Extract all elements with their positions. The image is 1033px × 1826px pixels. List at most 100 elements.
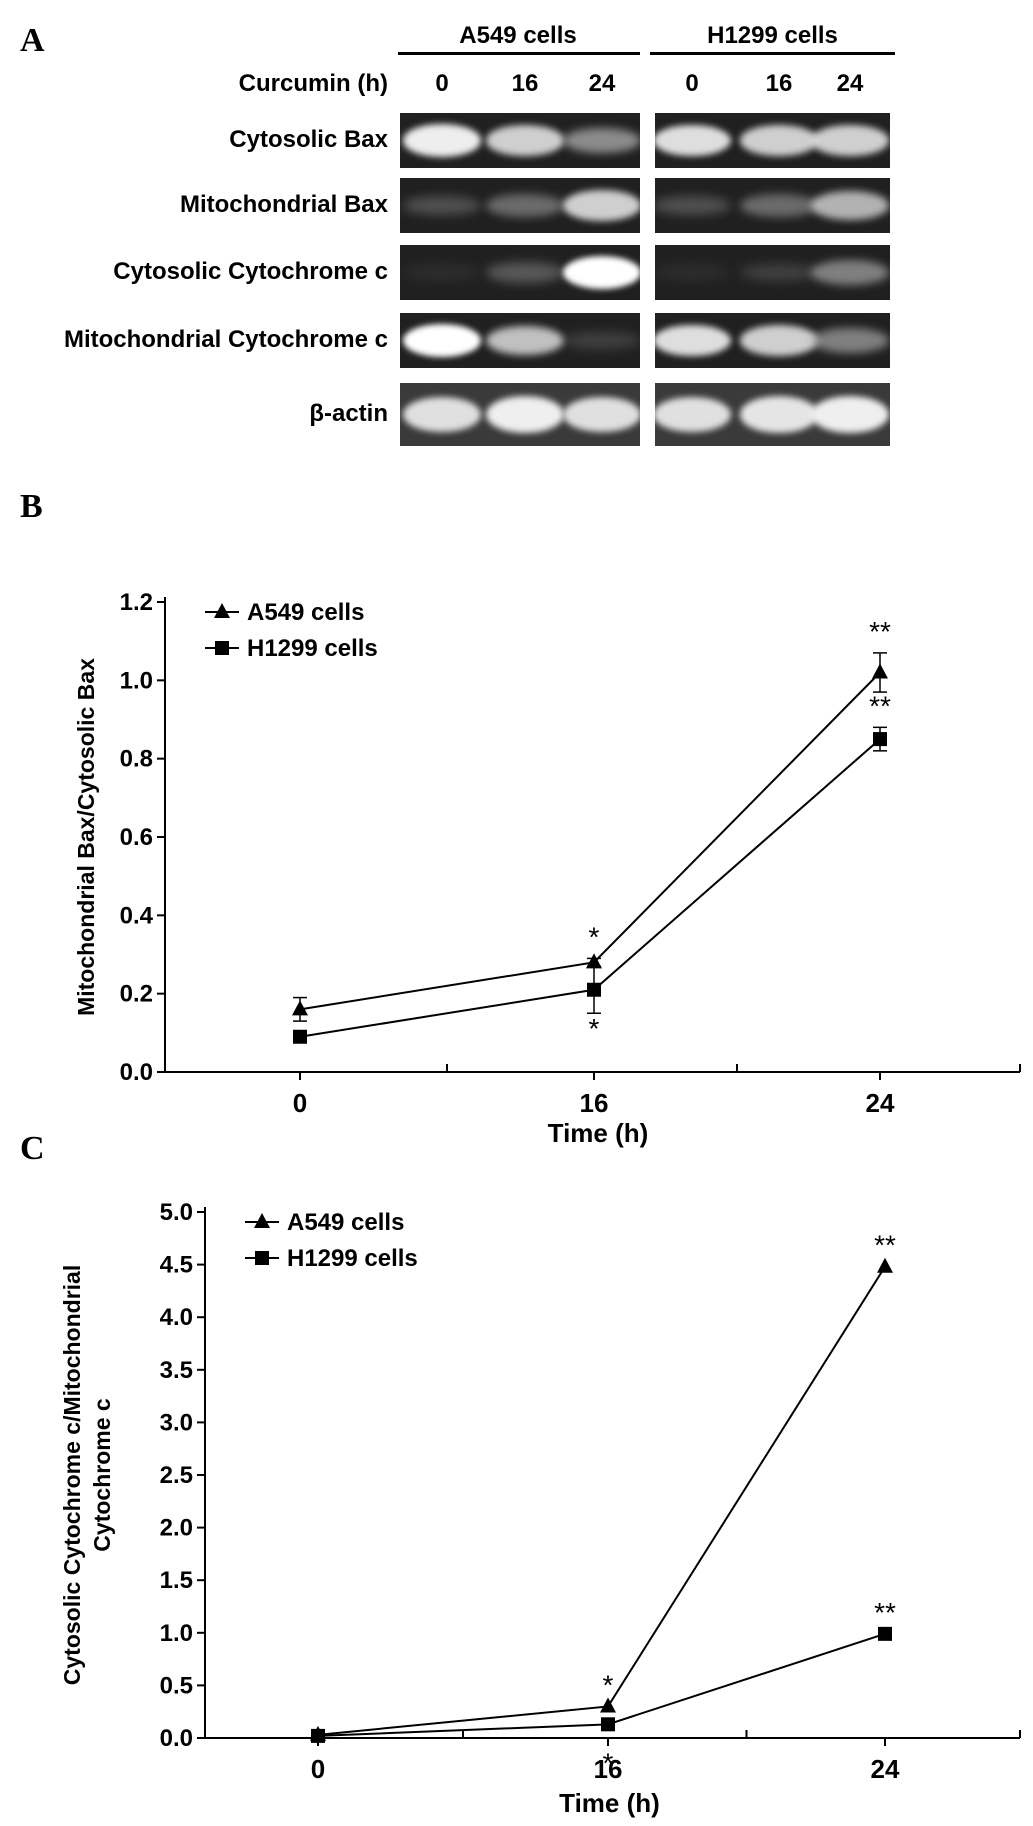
blot-strip xyxy=(655,178,890,233)
chart-c: 0.0 0.5 1.0 1.5 2.0 2.5 3.0 3.5 4.0 4.5 5.0 0 16 24 Ti… xyxy=(59,1199,1021,1818)
blot-strip xyxy=(400,178,640,233)
blot-band xyxy=(655,195,731,216)
square-marker xyxy=(311,1728,325,1743)
legend-square-marker xyxy=(255,1251,269,1265)
square-marker xyxy=(873,732,887,747)
cell-line-rule-a549 xyxy=(398,52,640,55)
blot-band xyxy=(655,324,731,357)
blot-rows: Cytosolic Bax Mitochondrial Bax Cytosolic … xyxy=(0,0,1033,460)
x-tick-label: 0 xyxy=(293,1088,307,1118)
blot-band xyxy=(403,396,481,433)
legend-label: A549 cells xyxy=(247,599,364,626)
significance-marker: ** xyxy=(869,690,891,721)
blot-band xyxy=(811,396,889,433)
x-tick-label: 24 xyxy=(866,1088,895,1118)
lane-time-label: 16 xyxy=(765,70,793,97)
blot-band xyxy=(403,124,481,157)
triangle-marker xyxy=(292,1000,308,1016)
y-tick-label: 1.5 xyxy=(160,1567,193,1594)
significance-marker: * xyxy=(589,921,600,952)
lane-time-label: 0 xyxy=(435,70,449,97)
cell-line-header-h1299: H1299 cells xyxy=(707,22,838,49)
blot-band xyxy=(486,262,564,283)
blot-band xyxy=(655,265,731,280)
treatment-label: Curcumin (h) xyxy=(238,70,388,97)
y-tick-label: 0.6 xyxy=(120,824,153,851)
y-tick-label: 3.5 xyxy=(160,1357,193,1384)
blot-band xyxy=(655,396,731,433)
blot-band xyxy=(486,396,564,433)
square-marker xyxy=(878,1626,892,1641)
blot-row-label: Mitochondrial Bax xyxy=(179,190,388,218)
blot-strip xyxy=(400,113,640,168)
triangle-marker xyxy=(872,663,888,679)
lane-time-label: 0 xyxy=(685,70,699,97)
x-tick-label: 16 xyxy=(580,1088,609,1118)
cell-line-rule-h1299 xyxy=(650,52,895,55)
significance-marker: * xyxy=(603,1669,614,1700)
legend-square-marker xyxy=(215,641,229,655)
y-tick-label: 0.5 xyxy=(160,1672,193,1699)
blot-band xyxy=(740,263,818,282)
blot-band xyxy=(403,195,481,216)
blot-band xyxy=(740,396,818,433)
y-tick-label: 0.2 xyxy=(120,981,153,1008)
blot-band xyxy=(486,125,564,156)
lane-time-label: 24 xyxy=(836,70,864,97)
y-axis-label-line: Cytochrome c xyxy=(89,1398,115,1552)
lane-time-label: 16 xyxy=(511,70,539,97)
blot-band xyxy=(563,127,640,154)
x-tick-label: 24 xyxy=(871,1754,900,1784)
square-marker xyxy=(601,1717,615,1732)
blot-row-label: Cytosolic Cytochrome c xyxy=(113,257,388,285)
panel-letter-b: B xyxy=(20,488,43,525)
blot-band xyxy=(403,324,481,357)
blot-band xyxy=(655,124,731,157)
western-blot-panel: A549 cells H1299 cells Curcumin (h) 0 16 2… xyxy=(0,0,1033,460)
blot-row-label: β-actin xyxy=(309,399,388,427)
blot-strip xyxy=(655,113,890,168)
blot-band xyxy=(563,331,640,350)
blot-strip xyxy=(655,313,890,368)
y-tick-label: 5.0 xyxy=(160,1199,193,1226)
blot-band xyxy=(563,190,640,221)
triangle-marker xyxy=(586,953,602,969)
y-tick-label: 1.0 xyxy=(120,667,153,694)
panel-letter-a: A xyxy=(20,22,45,59)
x-tick-label: 16 xyxy=(594,1754,623,1784)
legend-label: A549 cells xyxy=(287,1209,404,1236)
y-axis-label: Mitochondrial Bax/Cytosolic Bax xyxy=(73,658,99,1016)
blot-band xyxy=(740,325,818,356)
blot-band xyxy=(740,125,818,156)
y-tick-label: 0.0 xyxy=(120,1059,153,1086)
blot-strip xyxy=(655,383,890,446)
blot-band xyxy=(740,194,818,217)
blot-row-label: Mitochondrial Cytochrome c xyxy=(63,325,388,353)
blot-strip xyxy=(655,245,890,300)
y-tick-label: 4.5 xyxy=(160,1252,193,1279)
triangle-marker xyxy=(877,1257,893,1273)
y-tick-label: 1.0 xyxy=(160,1620,193,1647)
y-tick-label: 1.2 xyxy=(120,589,153,616)
legend-triangle-marker xyxy=(254,1213,270,1228)
legend-triangle-marker xyxy=(214,603,230,618)
blot-strip xyxy=(400,383,640,446)
lane-times-row: 0 16 24 0 16 24 xyxy=(0,70,1033,102)
square-marker xyxy=(293,1029,307,1044)
panel-letter-c: C xyxy=(20,1130,45,1167)
x-axis-label: Time (h) xyxy=(548,1118,649,1148)
blot-strip xyxy=(400,313,640,368)
significance-marker: ** xyxy=(869,616,891,647)
y-tick-label: 0.8 xyxy=(120,746,153,773)
blot-band xyxy=(486,194,564,217)
blot-band xyxy=(811,125,889,156)
y-tick-label: 0.0 xyxy=(160,1725,193,1752)
y-tick-label: 2.5 xyxy=(160,1462,193,1489)
blot-band xyxy=(811,191,889,220)
series-line xyxy=(317,1266,886,1736)
significance-marker: * xyxy=(603,1747,614,1778)
legend-label: H1299 cells xyxy=(287,1245,418,1272)
blot-row-label: Cytosolic Bax xyxy=(229,125,388,153)
y-tick-label: 0.4 xyxy=(120,902,154,929)
triangle-marker xyxy=(600,1697,616,1713)
